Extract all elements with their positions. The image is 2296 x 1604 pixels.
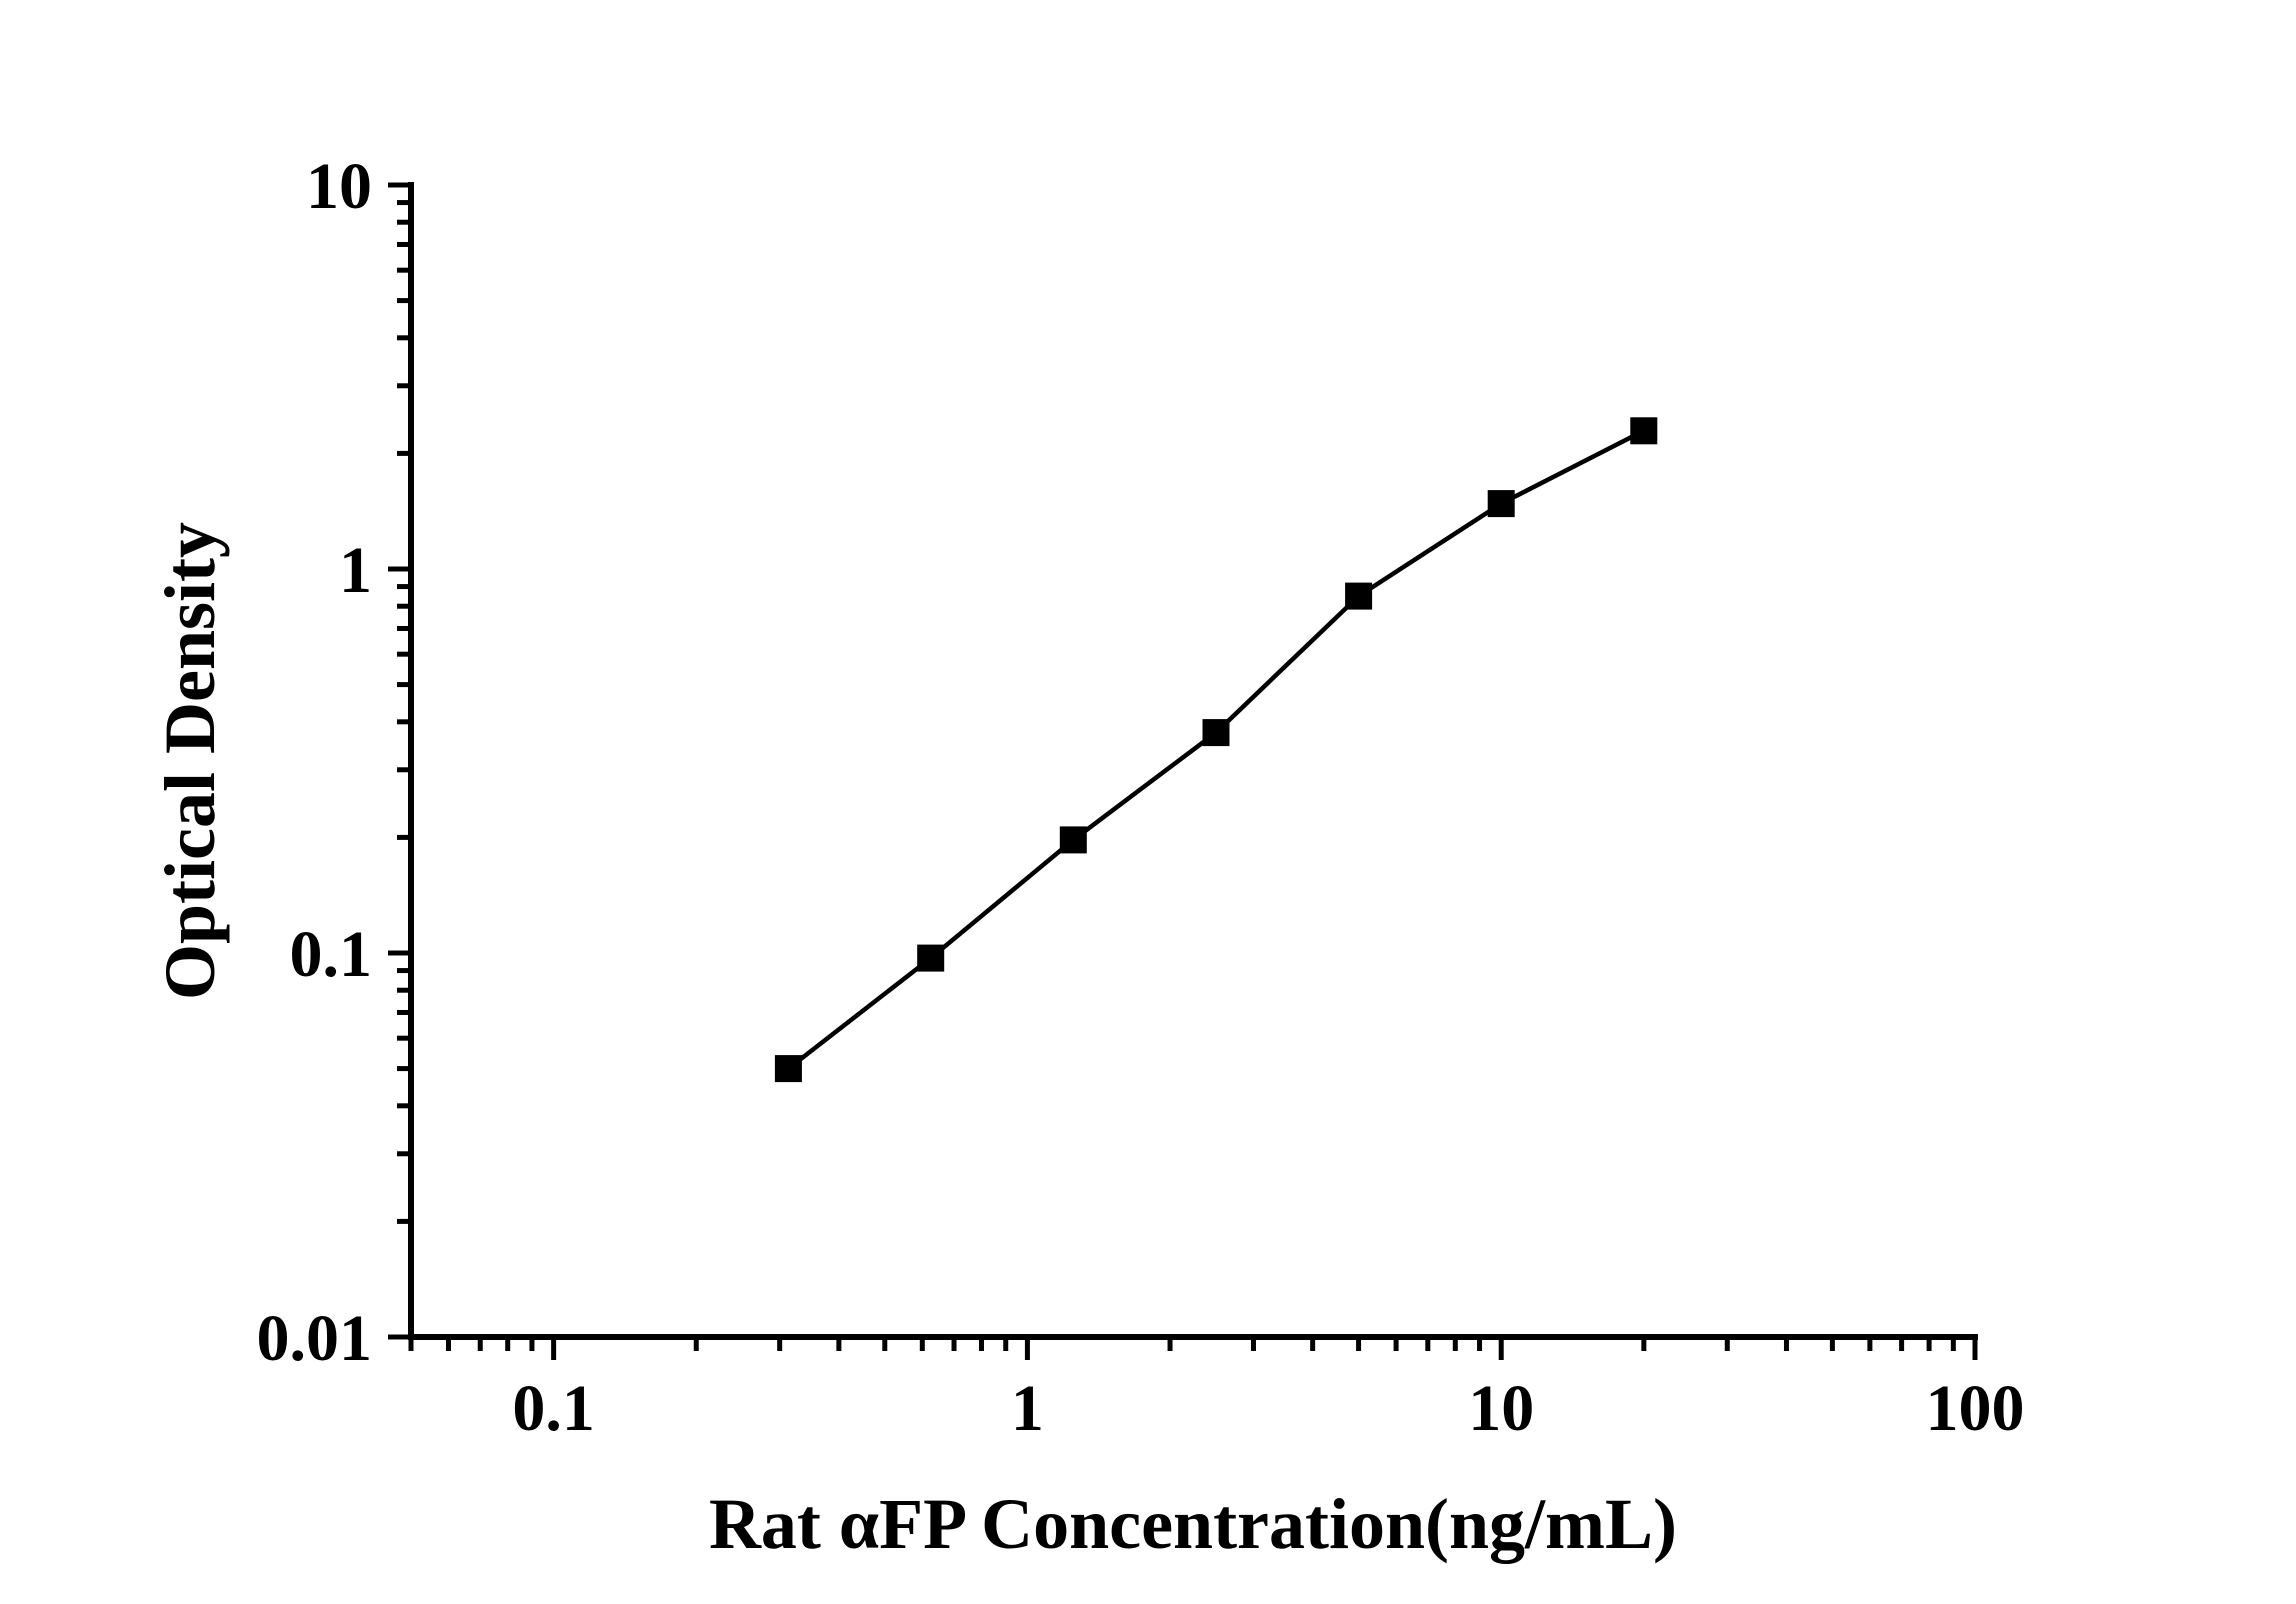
x-tick-label: 100 [1926, 1372, 2025, 1445]
y-tick-label: 1 [339, 534, 372, 607]
y-tick-label: 10 [306, 150, 372, 223]
data-point-marker [1202, 719, 1230, 747]
x-axis-title: Rat αFP Concentration(ng/mL) [709, 1484, 1677, 1564]
data-point-marker [917, 944, 945, 972]
x-tick-label: 1 [1011, 1372, 1044, 1445]
y-tick-label: 0.1 [290, 918, 373, 991]
data-point-marker [1487, 490, 1515, 518]
data-point-marker [774, 1055, 802, 1083]
data-point-marker [1345, 582, 1373, 610]
axes-layer: 0.1 1 10 100 0.01 0.1 1 10 [257, 150, 2025, 1445]
data-point-marker [1059, 826, 1087, 854]
series-layer [774, 417, 1658, 1083]
data-series-line [787, 428, 1645, 1071]
x-tick-label: 10 [1468, 1372, 1534, 1445]
y-tick-label: 0.01 [257, 1302, 373, 1375]
x-tick-label: 0.1 [512, 1372, 595, 1445]
data-point-marker [1630, 417, 1658, 445]
y-axis-title: Optical Density [150, 522, 230, 1000]
